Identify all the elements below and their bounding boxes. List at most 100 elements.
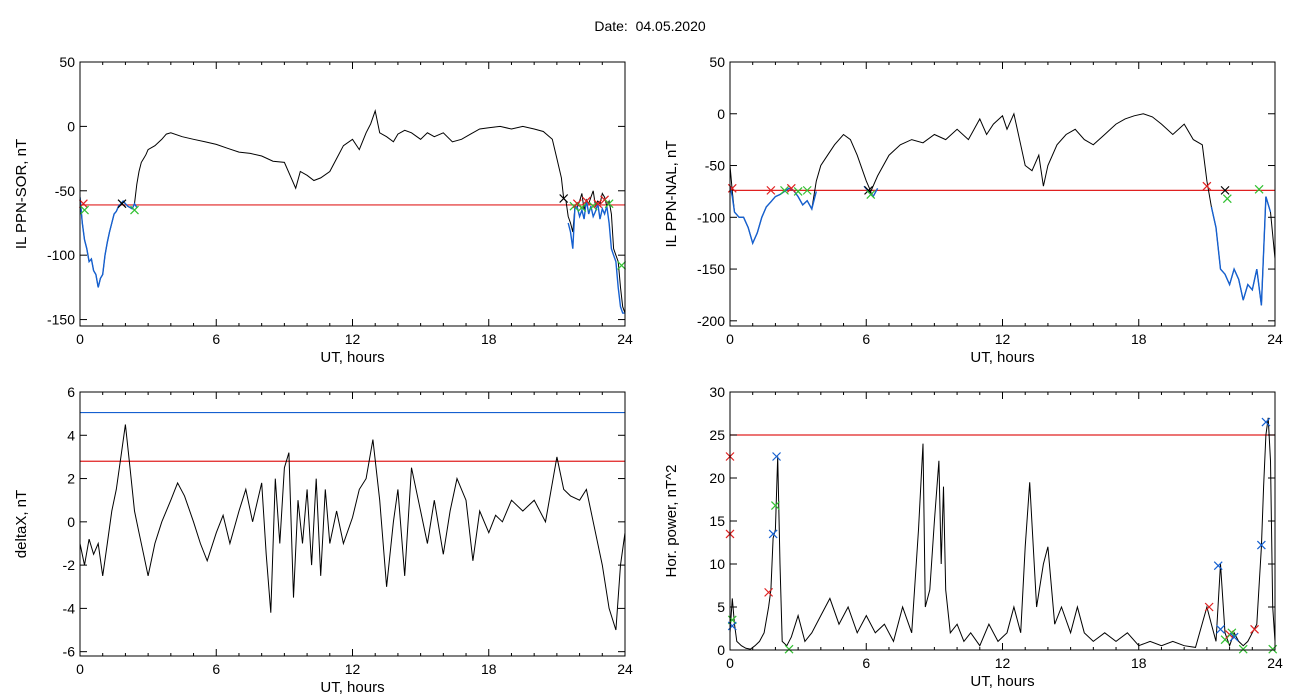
- chart-il-ppn-nal: 0 6 12 18 24 -200 -150 -100 -50 0 50 UT, hours IL PP…: [663, 54, 1283, 366]
- y-tick-label: -100: [697, 209, 725, 225]
- marker-red: [581, 196, 591, 206]
- y-tick-label: -6: [63, 644, 76, 660]
- x-tick-label: 6: [862, 331, 870, 347]
- marker-green: [1268, 644, 1278, 654]
- marker-black: [559, 194, 569, 203]
- page-title: Date: 04.05.2020: [0, 18, 1300, 34]
- marker-blue: [1213, 561, 1223, 571]
- marker-green: [588, 201, 598, 211]
- marker-green: [617, 261, 627, 270]
- marker-green: [1238, 644, 1248, 654]
- marker-black: [864, 185, 873, 195]
- plot-frame: [729, 61, 1276, 327]
- y-tick-label: -100: [47, 247, 75, 263]
- x-axis-title: UT, hours: [970, 349, 1034, 366]
- series-line-blue-1: [80, 197, 138, 288]
- x-tick-label: 24: [1267, 655, 1283, 671]
- y-tick-label: 0: [717, 106, 725, 122]
- marker-blue: [1261, 417, 1271, 427]
- y-tick-label: 30: [709, 384, 725, 400]
- y-axis-title: IL PPN-SOR, nT: [13, 139, 30, 249]
- x-tick-label: 6: [862, 655, 870, 671]
- y-tick-label: -50: [705, 158, 725, 174]
- y-tick-label: 10: [709, 556, 725, 572]
- marker-green: [80, 205, 89, 215]
- x-axis-title: UT, hours: [970, 673, 1034, 690]
- marker-red: [1202, 181, 1212, 191]
- y-tick-label: 0: [717, 642, 725, 658]
- plot-frame: [79, 391, 626, 657]
- x-tick-label: 24: [1267, 331, 1283, 347]
- y-tick-label: 0: [67, 118, 75, 134]
- y-tick-label: 20: [709, 470, 725, 486]
- marker-green: [802, 185, 812, 195]
- plot-frame: [79, 61, 626, 327]
- x-tick-label: 0: [76, 331, 84, 347]
- x-tick-label: 0: [726, 331, 734, 347]
- x-tick-label: 6: [212, 331, 220, 347]
- x-tick-label: 12: [995, 331, 1011, 347]
- x-tick-label: 24: [617, 331, 633, 347]
- y-axis-title: Hor. power, nT^2: [663, 465, 680, 578]
- y-axis-title: deltaX, nT: [13, 490, 30, 558]
- x-tick-label: 12: [995, 655, 1011, 671]
- marker-blue: [1216, 624, 1225, 634]
- marker-black: [117, 199, 127, 209]
- marker-green: [604, 199, 614, 209]
- x-tick-label: 18: [1131, 655, 1147, 671]
- marker-green: [770, 501, 780, 510]
- series-line-black-0: [80, 109, 625, 314]
- x-tick-label: 18: [481, 331, 497, 347]
- y-tick-label: -50: [55, 183, 75, 199]
- series-line-black-0: [80, 424, 625, 631]
- marker-green: [866, 190, 876, 199]
- x-axis-title: UT, hours: [320, 679, 384, 696]
- date-value: 04.05.2020: [635, 18, 706, 34]
- y-tick-label: 2: [67, 471, 75, 487]
- marker-green: [784, 644, 794, 654]
- x-tick-label: 12: [345, 331, 361, 347]
- chart-hor-power: 0 6 12 18 24 0 5 10 15 20 25 30 UT, hours Hor. power,…: [663, 384, 1283, 690]
- marker-green: [1227, 628, 1237, 638]
- marker-green: [577, 203, 587, 212]
- chart-il-ppn-sor: 0 6 12 18 24 -150 -100 -50 0 50 UT, hours IL PPN-SO…: [13, 54, 633, 366]
- y-tick-label: 50: [709, 54, 725, 70]
- x-tick-label: 6: [212, 661, 220, 677]
- x-tick-label: 12: [345, 661, 361, 677]
- series-line-blue-1: [730, 186, 817, 246]
- y-tick-label: 4: [67, 427, 75, 443]
- y-tick-label: 6: [67, 384, 75, 400]
- y-tick-label: 25: [709, 427, 725, 443]
- series-line-blue-3: [1210, 196, 1272, 306]
- x-tick-label: 0: [76, 661, 84, 677]
- x-tick-label: 18: [1131, 331, 1147, 347]
- marker-blue: [772, 452, 781, 461]
- marker-green: [780, 185, 789, 195]
- series-line-blue-2: [567, 199, 625, 314]
- x-axis-title: UT, hours: [320, 349, 384, 366]
- x-tick-label: 24: [617, 661, 633, 677]
- marker-blue: [1256, 540, 1266, 550]
- y-tick-label: -200: [697, 313, 725, 329]
- date-label: Date:: [594, 18, 628, 34]
- y-tick-label: -2: [63, 557, 76, 573]
- y-tick-label: -4: [63, 600, 76, 616]
- marker-blue: [768, 529, 778, 539]
- marker-red: [1250, 624, 1259, 634]
- plot-frame: [729, 391, 1276, 651]
- y-tick-label: -150: [47, 312, 75, 328]
- x-tick-label: 18: [481, 661, 497, 677]
- marker-green: [793, 186, 803, 196]
- series-line-black-0: [730, 417, 1275, 650]
- y-tick-label: -150: [697, 261, 725, 277]
- y-tick-label: 50: [59, 54, 75, 70]
- y-tick-label: 5: [717, 599, 725, 615]
- y-axis-title: IL PPN-NAL, nT: [663, 141, 680, 248]
- marker-black: [1220, 185, 1230, 195]
- marker-red: [766, 185, 776, 195]
- marker-red: [786, 183, 796, 193]
- marker-red: [1204, 602, 1214, 612]
- marker-red: [764, 587, 774, 597]
- marker-blue: [1229, 632, 1239, 642]
